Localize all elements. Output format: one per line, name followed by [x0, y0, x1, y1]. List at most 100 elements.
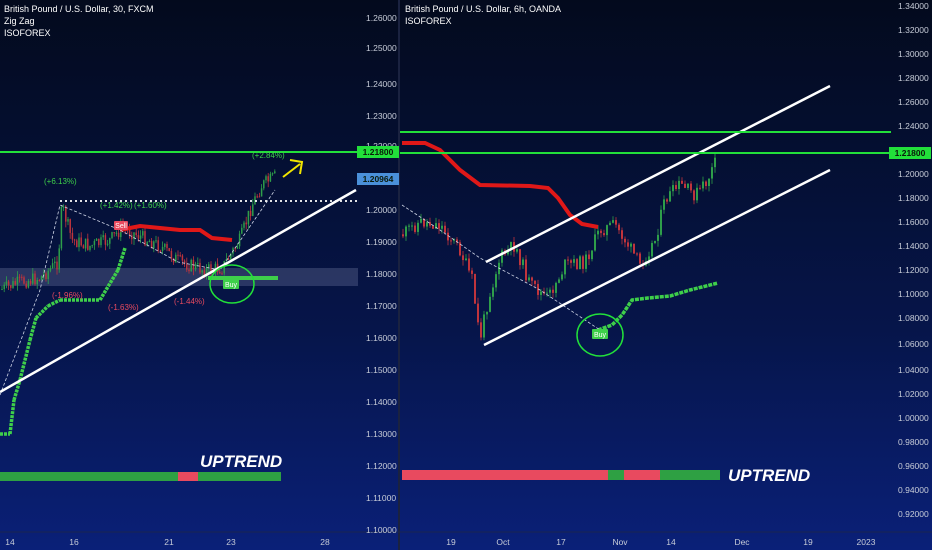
right-candle-body: [477, 303, 479, 323]
left-candle-body: [274, 171, 276, 174]
left-candle-body: [201, 270, 203, 273]
right-candle-body: [594, 234, 596, 251]
right-candle-body: [624, 238, 626, 243]
left-annotation-5: (-1.96%): [52, 291, 83, 300]
right-y-tick-label: 1.20000: [898, 169, 929, 179]
left-candle-body: [111, 232, 113, 239]
right-candle-body: [621, 230, 623, 239]
left-y-tick-label: 1.13000: [366, 429, 397, 439]
right-candle-body: [597, 230, 599, 235]
right-buy-badge: [592, 329, 608, 339]
right-candle-body: [714, 157, 716, 168]
left-candle-body: [243, 222, 245, 228]
right-candle-body: [429, 222, 431, 226]
left-candle-body: [267, 176, 269, 182]
left-price-tag-resistance: [357, 146, 399, 158]
right-candle-body: [657, 234, 659, 241]
right-y-tick-label: 0.92000: [898, 509, 929, 519]
right-candle-body: [522, 259, 524, 266]
right-candle-body: [411, 225, 413, 227]
left-candle-body: [82, 245, 85, 249]
left-y-tick-label: 1.18000: [366, 269, 397, 279]
left-annotation-4: (+1.60%): [134, 201, 167, 210]
left-candle-body: [113, 232, 115, 234]
left-candle-body: [32, 273, 34, 284]
right-candle-body: [441, 225, 443, 229]
left-candle-body: [227, 259, 230, 261]
left-candle-body: [157, 240, 159, 251]
right-candle-body: [483, 314, 485, 338]
right-candle-body: [615, 220, 617, 225]
left-trendline: [0, 188, 357, 394]
left-candle-body: [142, 231, 144, 236]
left-time-axis[interactable]: 14 16 21 23 28: [5, 537, 330, 547]
right-y-tick-label: 1.14000: [898, 241, 929, 251]
left-candle-body: [23, 277, 25, 284]
left-candle-body: [155, 240, 157, 242]
left-candle-body: [91, 245, 93, 247]
left-candle-body: [236, 246, 239, 249]
left-indicator-zigzag: Zig Zag: [4, 16, 35, 26]
left-candle-body: [1, 289, 3, 291]
left-candle-body: [62, 206, 65, 208]
right-candle-body: [687, 183, 689, 188]
left-candle-body: [221, 273, 223, 275]
left-candle-body: [98, 238, 100, 246]
right-candle-body: [588, 254, 590, 260]
left-candle-body: [175, 254, 177, 263]
right-y-tick-label: 1.10000: [898, 289, 929, 299]
right-y-tick-label: 1.24000: [898, 121, 929, 131]
left-y-tick-label: 1.11000: [366, 493, 396, 503]
right-y-tick-label: 1.12000: [898, 265, 929, 275]
right-candle-body: [708, 178, 710, 187]
left-candle-body: [21, 276, 23, 278]
left-candles: [1, 169, 276, 293]
right-candle-body: [459, 242, 461, 256]
left-candle-body: [12, 281, 14, 288]
left-candle-body: [177, 254, 179, 256]
right-y-tick-label: 1.30000: [898, 49, 929, 59]
left-candle-body: [249, 210, 252, 217]
right-buy-label: Buy: [594, 332, 607, 339]
right-candle-body: [501, 250, 503, 263]
left-candle-body: [219, 272, 221, 274]
left-trend-label: UPTREND: [200, 452, 282, 471]
right-x-tick-label: Oct: [496, 537, 510, 547]
left-candle-body: [181, 255, 184, 261]
left-y-tick-label: 1.20000: [366, 205, 397, 215]
right-candle-body: [693, 190, 695, 201]
right-candle-body: [465, 258, 467, 261]
left-candle-body: [89, 245, 91, 250]
left-candle-body: [258, 196, 261, 198]
right-candle-body: [630, 243, 632, 247]
left-candle-body: [71, 232, 74, 240]
right-candle-body: [480, 322, 482, 338]
left-candle-body: [208, 264, 210, 268]
left-candle-body: [159, 250, 162, 252]
left-y-tick-label: 1.15000: [366, 365, 397, 375]
right-candle-body: [555, 282, 557, 293]
left-candle-body: [10, 285, 12, 288]
left-price-tag-current: [357, 173, 399, 185]
left-candle-body: [230, 253, 232, 260]
left-candle-body: [265, 176, 267, 181]
right-candle-body: [423, 218, 425, 227]
right-candle-body: [573, 259, 575, 263]
right-time-axis[interactable]: 19 Oct 17 Nov 14 Dec 19 2023: [446, 537, 875, 547]
right-candle-body: [696, 187, 698, 201]
right-candle-body: [576, 259, 578, 270]
right-candle-body: [516, 249, 518, 252]
right-candle-body: [492, 287, 494, 297]
left-y-tick-label: 1.25000: [366, 43, 397, 53]
right-x-tick-label: 19: [803, 537, 813, 547]
left-sell-line: [119, 223, 233, 242]
left-candle-body: [18, 276, 21, 278]
right-candle-body: [585, 254, 587, 269]
right-candle-body: [711, 167, 713, 179]
left-buy-line-segment: [12, 379, 22, 401]
right-candle-body: [540, 291, 542, 295]
right-x-tick-label: 14: [666, 537, 676, 547]
left-candle-body: [252, 204, 254, 217]
left-y-tick-label: 1.14000: [366, 397, 397, 407]
